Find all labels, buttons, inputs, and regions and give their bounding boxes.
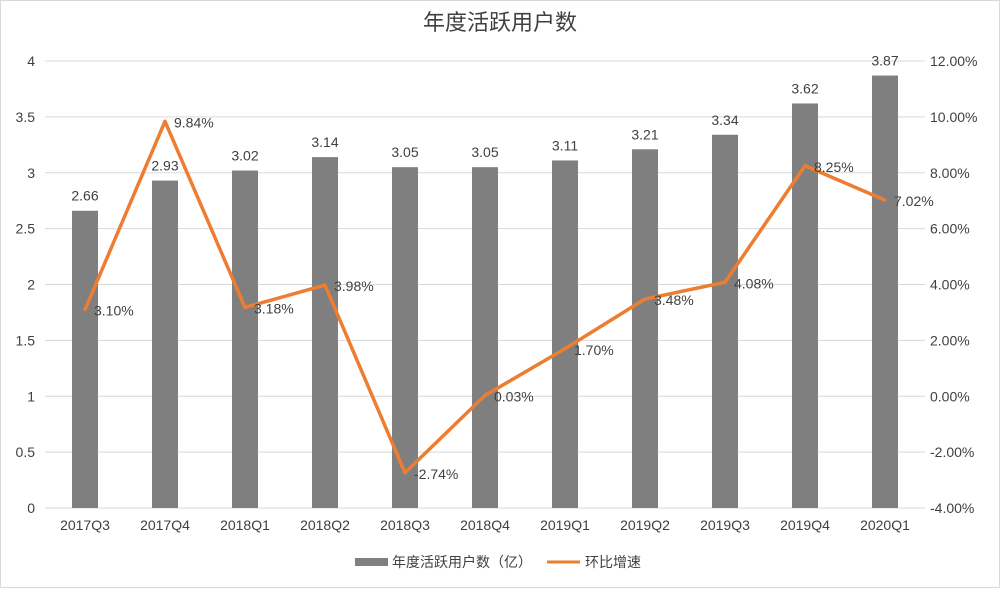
line-point — [883, 198, 887, 202]
line-point — [243, 305, 247, 309]
bar-label: 3.11 — [552, 137, 578, 153]
left-axis-tick: 3.5 — [16, 109, 36, 125]
line-label: 3.18% — [254, 300, 294, 316]
x-axis-tick: 2019Q2 — [620, 517, 670, 533]
line-point — [163, 119, 167, 123]
bar-label: 3.05 — [391, 144, 418, 160]
bar — [232, 170, 258, 508]
left-axis-tick: 2.5 — [16, 221, 36, 237]
line-label: 7.02% — [894, 193, 934, 209]
left-axis-tick: 1 — [27, 388, 35, 404]
bar — [72, 210, 98, 508]
chart-title: 年度活跃用户数 — [423, 10, 577, 35]
line-point — [563, 347, 567, 351]
bar — [472, 167, 498, 508]
bar-label: 3.02 — [231, 148, 258, 164]
line-point — [723, 280, 727, 284]
bar — [872, 75, 898, 508]
bar-label: 3.87 — [871, 53, 898, 69]
x-axis-tick: 2018Q4 — [460, 517, 510, 533]
line-point — [643, 297, 647, 301]
x-axis-tick: 2019Q3 — [700, 517, 750, 533]
right-axis-tick: 6.00% — [930, 221, 970, 237]
right-axis-tick: 0.00% — [930, 388, 970, 404]
bar-label: 2.66 — [71, 188, 98, 204]
bar — [152, 180, 178, 508]
legend: 年度活跃用户数（亿） 环比增速 — [355, 554, 641, 570]
legend-bar-swatch — [355, 558, 388, 566]
x-axis-tick: 2017Q3 — [60, 517, 110, 533]
line-label: -2.74% — [414, 466, 458, 482]
bar-label: 3.62 — [791, 80, 818, 96]
bar — [392, 167, 418, 508]
x-axis-tick: 2018Q1 — [220, 517, 270, 533]
x-axis-tick: 2019Q4 — [780, 517, 830, 533]
line-label: 3.10% — [94, 303, 134, 319]
right-axis-tick: 4.00% — [930, 277, 970, 293]
line-point — [323, 283, 327, 287]
bar-label: 3.05 — [471, 144, 498, 160]
bar — [632, 149, 658, 508]
bar — [712, 134, 738, 508]
line-point — [403, 471, 407, 475]
right-axis-tick: -2.00% — [930, 444, 974, 460]
line-point — [83, 308, 87, 312]
line-label: 4.08% — [734, 275, 774, 291]
left-axis-tick: 0 — [27, 500, 35, 516]
line-point — [483, 393, 487, 397]
x-axis-tick: 2018Q2 — [300, 517, 350, 533]
left-axis-tick: 0.5 — [16, 444, 36, 460]
bar-label: 2.93 — [151, 158, 178, 174]
right-axis-tick: 12.00% — [930, 53, 977, 69]
bar-label: 3.34 — [711, 112, 738, 128]
left-axis-tick: 1.5 — [16, 332, 36, 348]
line-point — [803, 164, 807, 168]
line-label: 1.70% — [574, 342, 614, 358]
bar — [312, 157, 338, 509]
bar-label: 3.14 — [311, 134, 338, 150]
line-label: 3.98% — [334, 278, 374, 294]
bar-label: 3.21 — [631, 126, 658, 142]
right-axis-tick: 10.00% — [930, 109, 977, 125]
bar — [552, 160, 578, 508]
left-axis-tick: 4 — [27, 53, 35, 69]
x-axis-tick: 2020Q1 — [860, 517, 910, 533]
line-label: 8.25% — [814, 159, 854, 175]
right-axis-tick: 8.00% — [930, 165, 970, 181]
legend-line-label: 环比增速 — [585, 554, 641, 570]
line-label: 9.84% — [174, 114, 214, 130]
x-axis-tick: 2018Q3 — [380, 517, 430, 533]
line-label: 3.48% — [654, 292, 694, 308]
line-label: 0.03% — [494, 388, 534, 404]
legend-bar-label: 年度活跃用户数（亿） — [392, 554, 532, 570]
x-axis-tick: 2017Q4 — [140, 517, 190, 533]
right-axis-tick: -4.00% — [930, 500, 974, 516]
left-axis-tick: 2 — [27, 277, 35, 293]
left-axis-tick: 3 — [27, 165, 35, 181]
x-axis-tick: 2019Q1 — [540, 517, 590, 533]
right-axis-tick: 2.00% — [930, 332, 970, 348]
